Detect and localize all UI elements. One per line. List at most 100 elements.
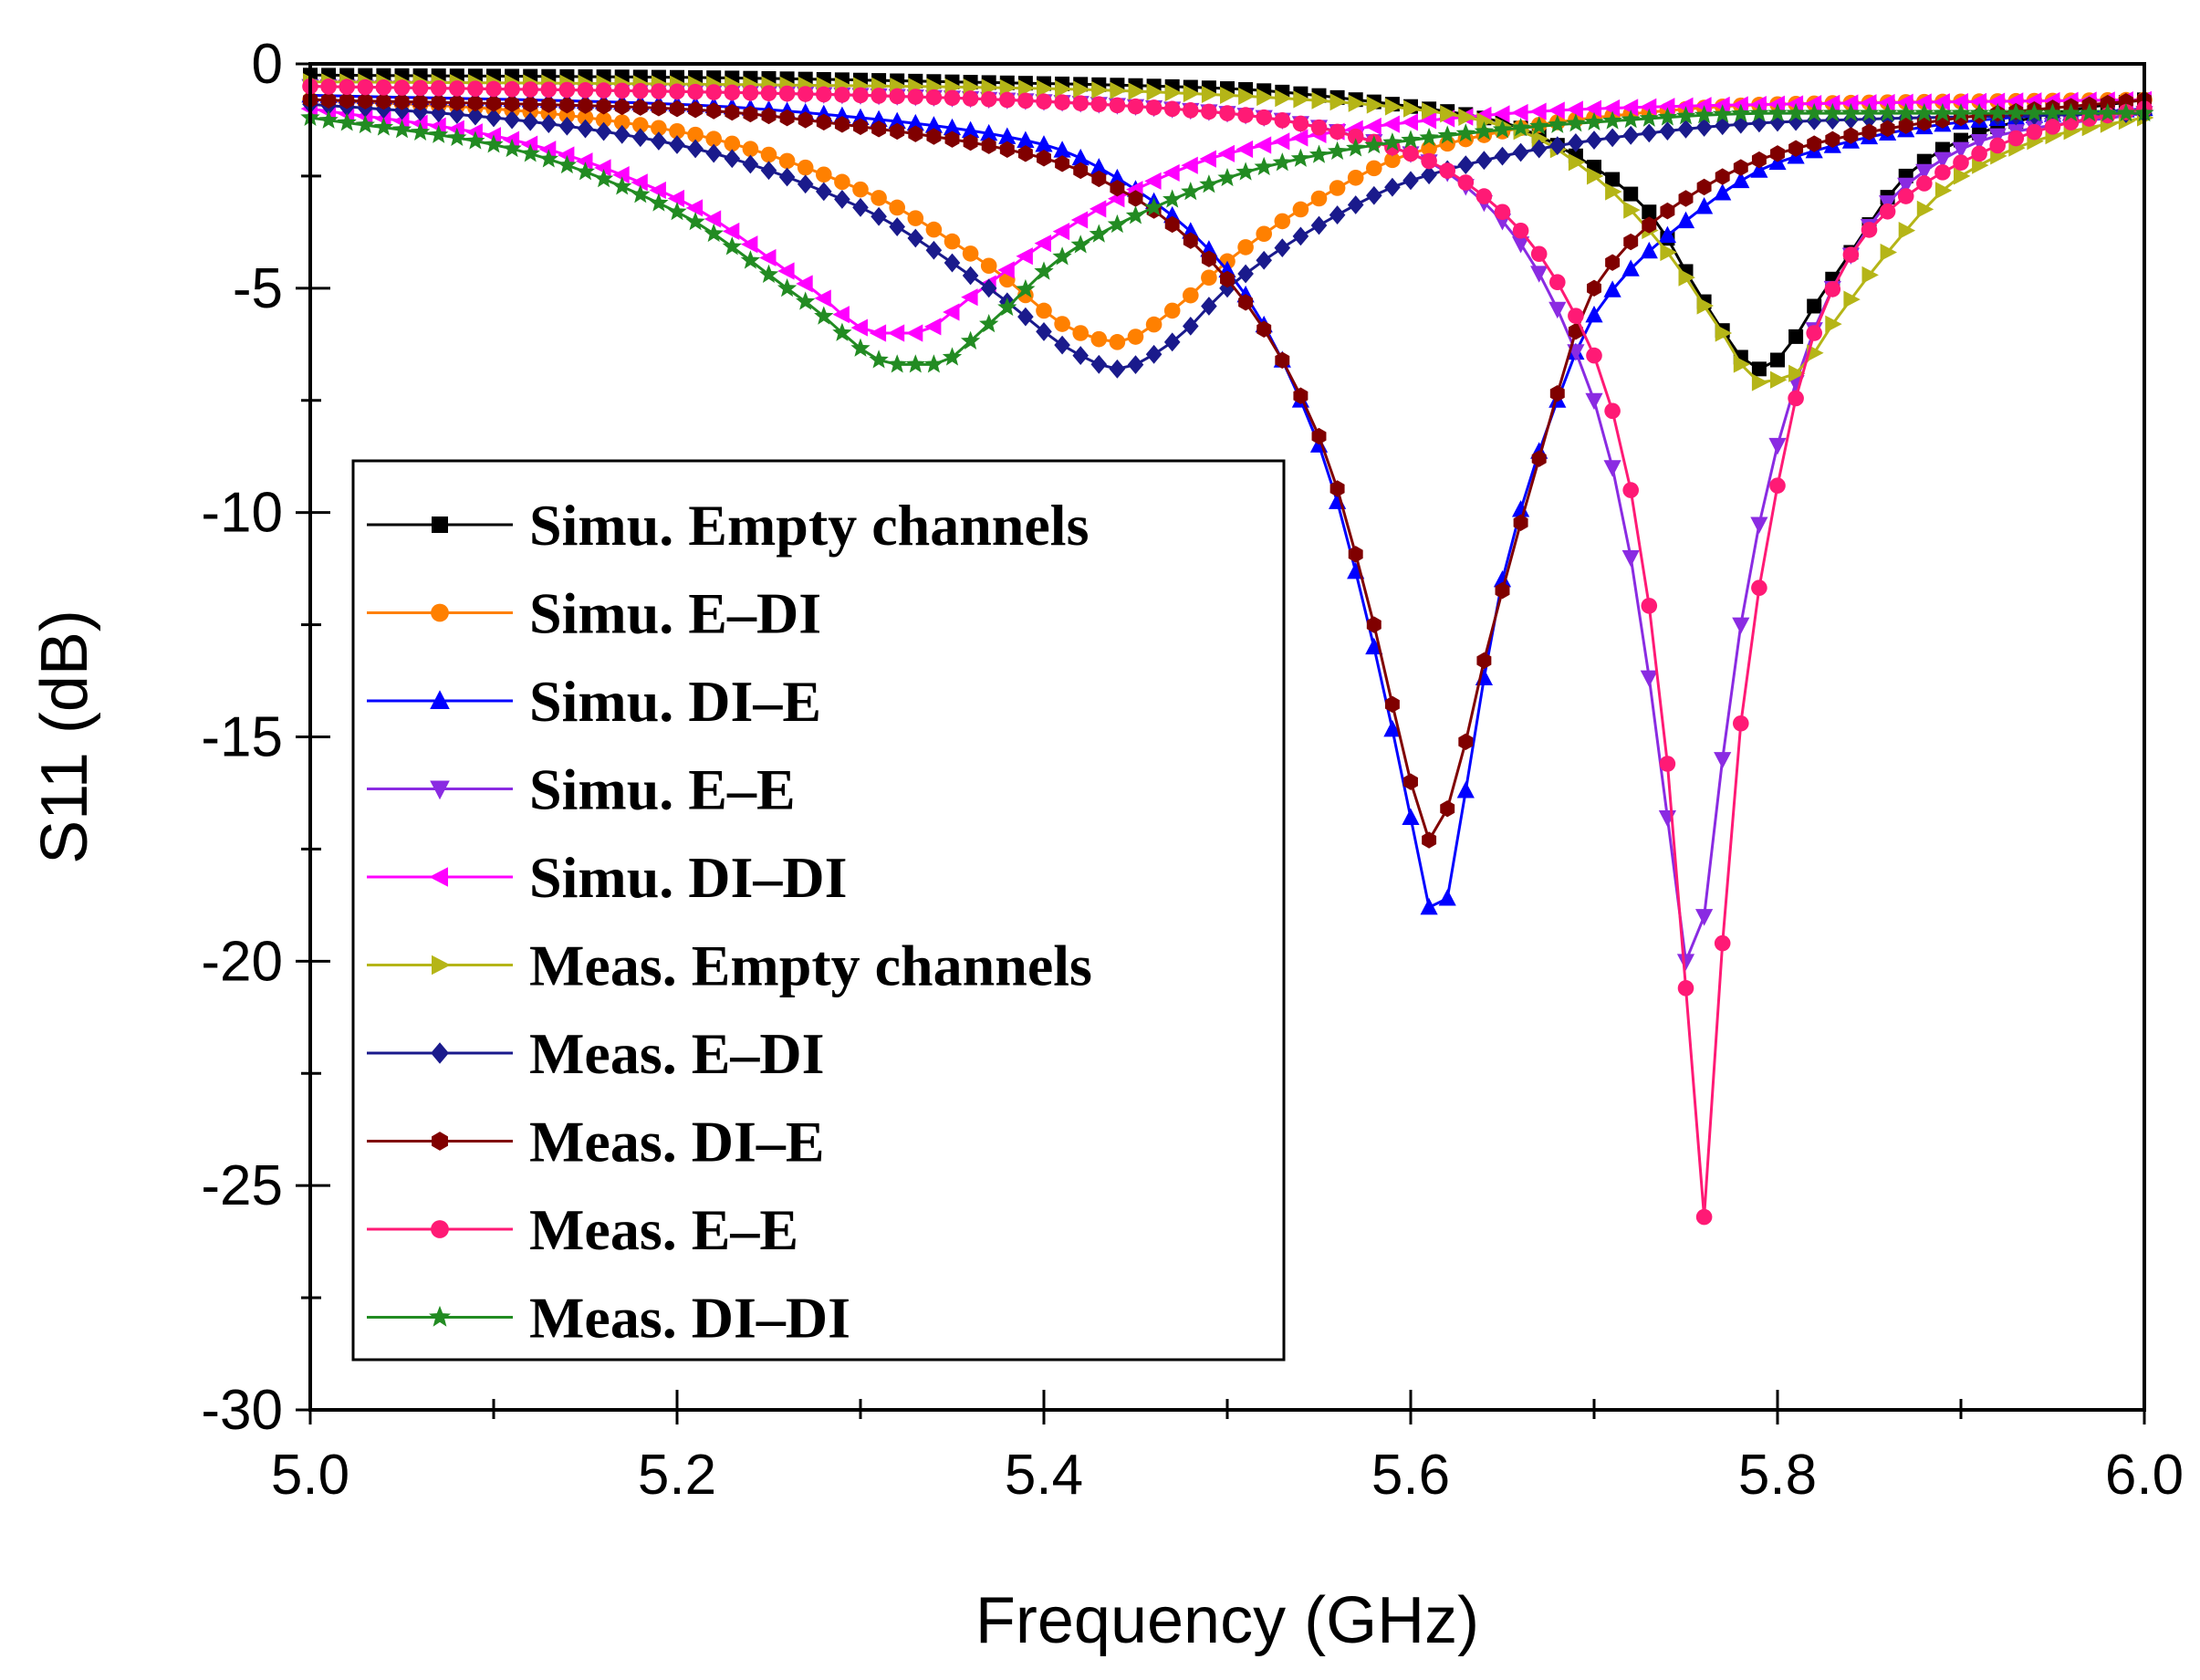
data-point-marker [814,306,834,325]
legend-item: Meas. Empty channels [367,934,1092,998]
data-point-marker [1072,325,1089,341]
data-point-marker [1822,102,1842,122]
data-point-marker [834,190,850,209]
data-point-marker [1804,95,1822,113]
legend-label: Meas. DI–DI [529,1286,850,1351]
data-point-marker [1127,98,1144,115]
data-point-marker [1347,128,1364,145]
data-point-marker [759,248,777,267]
data-point-marker [1987,92,2006,110]
data-point-marker [1329,123,1346,141]
data-point-marker [1587,279,1601,297]
data-point-marker [612,166,630,184]
data-point-marker [1640,670,1658,688]
data-point-marker [889,217,905,236]
data-point-marker [1877,102,1898,122]
data-point-marker [1512,500,1530,517]
data-point-marker [430,690,450,709]
data-point-marker [1769,477,1786,494]
data-point-marker [907,228,924,248]
data-point-marker [1642,216,1657,234]
data-point-marker [1733,715,1749,732]
data-point-marker [2026,123,2043,141]
data-point-marker [538,149,558,168]
data-point-marker [1584,111,1604,130]
data-point-marker [1364,135,1384,154]
data-point-marker [742,84,759,101]
data-point-marker [1677,119,1694,139]
data-point-marker [979,313,999,333]
data-point-marker [1347,169,1364,186]
data-point-marker [1421,165,1437,185]
data-point-marker [1329,205,1346,224]
data-point-marker [465,130,485,150]
data-point-marker [594,159,611,177]
data-point-marker [1091,170,1107,188]
data-point-marker [832,306,850,324]
data-point-marker [1660,243,1677,262]
data-point-marker [1201,297,1217,316]
data-point-marker [687,83,704,100]
data-point-marker [1530,266,1548,283]
data-point-marker [1128,190,1143,207]
data-point-marker [522,81,538,98]
data-point-marker [850,318,868,337]
data-point-marker [1310,119,1328,136]
data-point-marker [722,222,740,241]
data-point-marker [1052,246,1072,266]
data-point-marker [429,117,446,135]
data-point-marker [1641,123,1658,143]
data-point-marker [1199,150,1216,168]
data-point-marker [1751,373,1769,391]
data-point-marker [724,84,741,101]
data-point-marker [1695,197,1714,214]
data-point-marker [1788,140,1804,157]
data-point-marker [1915,163,1934,182]
data-point-marker [1201,103,1217,120]
data-point-marker [1732,171,1750,189]
data-point-marker [558,116,576,136]
data-point-marker [1770,352,1785,368]
data-point-marker [1109,334,1126,350]
data-point-marker [1145,344,1163,364]
data-point-marker [1714,116,1731,136]
data-point-marker [1641,598,1658,614]
data-point-marker [1969,102,1989,122]
data-point-marker [1933,93,1950,111]
data-point-marker [1272,132,1290,151]
data-point-marker [1696,178,1712,196]
data-point-marker [944,89,961,107]
data-point-marker [431,94,446,111]
data-point-marker [1621,99,1639,117]
data-point-marker [797,86,814,102]
data-point-marker [667,202,687,221]
data-point-marker [1017,79,1036,98]
data-point-marker [632,82,649,99]
legend-label: Simu. E–E [529,757,796,822]
data-point-marker [558,107,576,124]
data-point-marker [999,91,1016,109]
data-point-marker [1807,135,1822,152]
data-point-marker [704,223,724,243]
data-point-marker [1548,101,1565,120]
x-tick-label: 5.0 [271,1444,349,1507]
data-point-marker [1587,167,1604,185]
data-point-marker [1714,183,1732,201]
data-point-marker [1089,200,1107,218]
data-point-marker [1678,268,1695,287]
data-point-marker [1530,139,1548,159]
data-point-marker [1402,145,1419,162]
data-point-marker [1219,105,1236,121]
data-point-marker [870,110,888,127]
data-point-marker [394,93,410,110]
data-point-marker [1403,99,1421,118]
data-point-marker [1694,105,1715,124]
legend: Simu. Empty channels Simu. E–DI Simu. DI–E… [351,459,1286,1362]
data-point-marker [925,240,943,260]
data-point-marker [595,82,612,99]
data-point-marker [1510,118,1531,137]
data-point-marker [1768,437,1787,455]
data-point-marker [740,250,761,269]
data-point-marker [1110,179,1125,197]
